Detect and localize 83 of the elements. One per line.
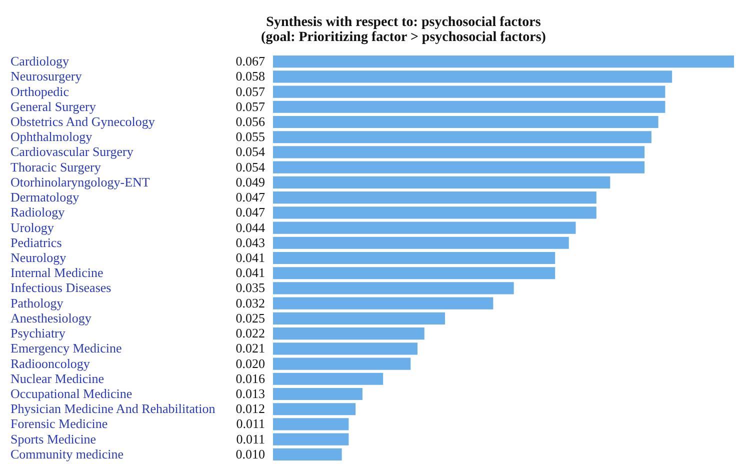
data-label: 0.025 bbox=[236, 310, 265, 326]
bar bbox=[273, 206, 596, 219]
bar bbox=[273, 372, 384, 385]
bar bbox=[273, 131, 652, 144]
y-tick-label: Nuclear Medicine bbox=[10, 370, 104, 386]
bar bbox=[273, 222, 576, 234]
y-tick-label: Neurology bbox=[10, 250, 67, 265]
bar bbox=[273, 192, 596, 204]
chart-subtitle: (goal: Prioritizing factor > psychosocial factors) bbox=[261, 30, 546, 45]
data-label: 0.011 bbox=[236, 416, 265, 432]
y-tick-label: Forensic Medicine bbox=[10, 416, 108, 432]
data-label: 0.054 bbox=[236, 159, 266, 174]
bar bbox=[273, 282, 514, 294]
data-label: 0.035 bbox=[236, 280, 265, 296]
y-tick-label: Pediatrics bbox=[10, 234, 62, 250]
bar bbox=[273, 56, 734, 68]
data-label: 0.047 bbox=[236, 190, 266, 205]
data-label: 0.022 bbox=[236, 326, 265, 341]
y-tick-label: Anesthesiology bbox=[10, 310, 92, 326]
data-label: 0.010 bbox=[236, 446, 265, 462]
bar bbox=[273, 388, 362, 400]
bar bbox=[273, 418, 349, 430]
y-tick-label: Otorhinolaryngology-ENT bbox=[10, 174, 150, 190]
data-label: 0.057 bbox=[236, 84, 266, 99]
y-tick-label: General Surgery bbox=[10, 98, 96, 114]
y-tick-label: Emergency Medicine bbox=[10, 340, 122, 356]
bar bbox=[273, 176, 610, 188]
bar bbox=[273, 312, 446, 324]
y-tick-label: Dermatology bbox=[10, 190, 80, 205]
data-label: 0.041 bbox=[236, 265, 265, 280]
data-label: 0.047 bbox=[236, 204, 266, 220]
y-tick-label: Orthopedic bbox=[10, 84, 70, 99]
y-tick-label: Radiology bbox=[10, 204, 66, 220]
data-label: 0.049 bbox=[236, 174, 265, 190]
y-tick-label: Thoracic Surgery bbox=[10, 159, 102, 174]
y-tick-label: Radiooncology bbox=[10, 356, 90, 371]
data-label: 0.055 bbox=[236, 129, 265, 144]
bar bbox=[273, 358, 411, 370]
bar bbox=[273, 448, 342, 460]
data-label: 0.016 bbox=[236, 370, 266, 386]
bar bbox=[273, 161, 645, 174]
data-label: 0.043 bbox=[236, 234, 265, 250]
bar bbox=[273, 297, 494, 310]
data-label: 0.020 bbox=[236, 356, 265, 371]
bar bbox=[273, 403, 356, 416]
data-label: 0.011 bbox=[236, 431, 265, 446]
y-tick-label: Urology bbox=[10, 220, 54, 235]
bar bbox=[273, 116, 658, 128]
bar bbox=[273, 433, 349, 446]
data-label: 0.054 bbox=[236, 144, 266, 160]
y-tick-label: Ophthalmology bbox=[10, 129, 93, 144]
bar bbox=[273, 267, 556, 280]
y-tick-label: Cardiology bbox=[10, 54, 70, 69]
bar bbox=[273, 100, 666, 113]
data-label: 0.067 bbox=[236, 54, 266, 69]
y-tick-label: Cardiovascular Surgery bbox=[10, 144, 134, 160]
bar bbox=[273, 252, 556, 264]
bar bbox=[273, 86, 666, 98]
y-tick-label: Neurosurgery bbox=[10, 68, 82, 84]
data-label: 0.058 bbox=[236, 68, 265, 84]
data-label: 0.012 bbox=[236, 401, 265, 416]
bar bbox=[273, 146, 645, 158]
y-tick-label: Pathology bbox=[10, 295, 64, 310]
bar bbox=[273, 236, 569, 249]
y-tick-label: Physician Medicine And Rehabilitation bbox=[10, 401, 216, 416]
y-tick-label: Infectious Diseases bbox=[10, 280, 112, 296]
y-tick-label: Community medicine bbox=[10, 446, 124, 462]
data-label: 0.021 bbox=[236, 340, 265, 356]
data-label: 0.013 bbox=[236, 386, 265, 401]
bar bbox=[273, 328, 424, 340]
y-tick-label: Occupational Medicine bbox=[10, 386, 132, 401]
chart-title: Synthesis with respect to: psychosocial factors bbox=[266, 15, 542, 30]
y-tick-label: Psychiatry bbox=[10, 326, 66, 341]
data-label: 0.041 bbox=[236, 250, 265, 265]
y-tick-label: Internal Medicine bbox=[10, 265, 104, 280]
data-label: 0.056 bbox=[236, 114, 266, 129]
y-tick-label: Obstetrics And Gynecology bbox=[10, 114, 156, 129]
y-tick-label: Sports Medicine bbox=[10, 431, 96, 446]
data-label: 0.057 bbox=[236, 98, 266, 114]
data-label: 0.032 bbox=[236, 295, 265, 310]
bar bbox=[273, 70, 672, 83]
bar bbox=[273, 342, 418, 355]
data-label: 0.044 bbox=[236, 220, 266, 235]
